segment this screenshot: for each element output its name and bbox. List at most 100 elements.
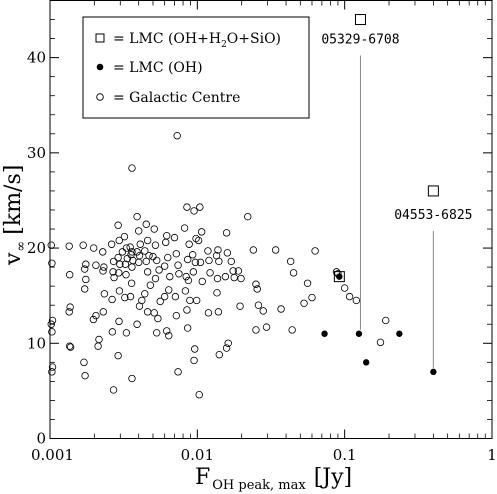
galactic-centre-point	[189, 268, 198, 276]
galactic-centre-point	[271, 246, 280, 254]
galactic-centre-point	[174, 261, 182, 269]
galactic-centre-point	[340, 284, 349, 292]
galactic-centre-point	[89, 315, 98, 324]
galactic-centre-point	[94, 342, 102, 350]
galactic-centre-point	[108, 328, 117, 336]
lmc-oh-point	[355, 330, 363, 337]
galactic-centre-point	[277, 305, 285, 313]
legend-label-lmc-oh-h2o-sio: = LMC (OH+H2O+SiO)	[113, 31, 281, 50]
galactic-centre-point	[120, 232, 129, 241]
galactic-centre-point	[186, 296, 194, 305]
plot-frame	[49, 0, 493, 439]
galactic-centre-point	[153, 329, 161, 337]
galactic-centre-point	[151, 241, 160, 249]
galactic-centre-point	[300, 299, 308, 307]
galactic-centre-point	[192, 296, 201, 305]
galactic-centre-point	[79, 241, 87, 249]
galactic-centre-point	[190, 207, 198, 215]
galactic-centre-point	[262, 323, 271, 331]
galactic-centre-point	[182, 272, 190, 281]
galactic-centre-point	[153, 256, 161, 265]
galactic-centre-point	[146, 281, 155, 289]
galactic-centre-point	[198, 277, 206, 286]
galactic-centre-point	[249, 246, 258, 254]
x-axis-label: F OH peak, max [Jy]	[195, 465, 352, 493]
galactic-centre-point	[170, 233, 179, 242]
legend-label-galactic-centre: = Galactic Centre	[113, 90, 240, 106]
galactic-centre-point	[66, 303, 74, 311]
galactic-centre-point	[48, 328, 56, 336]
galactic-centre-point	[150, 309, 158, 317]
galactic-centre-point	[224, 339, 232, 347]
galactic-centre-point	[172, 250, 181, 258]
galactic-centre-point	[155, 266, 163, 274]
galactic-centre-point	[82, 275, 90, 284]
galactic-centre-point	[48, 316, 57, 325]
galactic-centre-point	[165, 286, 173, 294]
galactic-centre-point	[289, 269, 298, 277]
galactic-centre-point	[183, 306, 191, 314]
galactic-centre-point	[194, 236, 203, 245]
galactic-centre-point	[126, 243, 134, 251]
galactic-centre-point	[214, 308, 223, 316]
galactic-centre-point	[141, 290, 149, 298]
y-axis-label: v∞ [km/s]	[1, 165, 29, 266]
galactic-centre-point	[352, 296, 361, 305]
galactic-centre-point	[149, 252, 157, 261]
y-axis-label-main: v	[1, 252, 26, 266]
legend-label-0-rest: O+SiO)	[227, 31, 281, 47]
galactic-centre-point	[128, 263, 136, 271]
galactic-centre-point	[99, 267, 107, 275]
galactic-centre-point	[81, 371, 89, 380]
galactic-centre-point	[164, 253, 172, 262]
x-tick-label: 1	[487, 446, 497, 464]
galactic-centre-point	[126, 292, 135, 301]
galactic-centre-point	[160, 262, 169, 270]
galactic-centre-point	[65, 242, 73, 250]
galactic-centre-point	[197, 228, 206, 236]
x-tick-label: 0.01	[181, 446, 214, 464]
galactic-centre-point	[215, 351, 224, 359]
galactic-centre-point	[109, 386, 118, 394]
galactic-centre-point	[114, 221, 122, 229]
galactic-centre-point	[142, 257, 150, 266]
galactic-centre-point	[222, 229, 231, 237]
galactic-centre-point	[99, 248, 107, 256]
galactic-centre-point	[151, 274, 160, 283]
galactic-centre-point	[183, 203, 191, 211]
galactic-centre-point	[128, 374, 136, 383]
y-tick-label: 0	[36, 430, 46, 448]
galactic-centre-point	[230, 273, 238, 282]
y-tick-label: 10	[27, 334, 46, 352]
legend-label-lmc-oh: = LMC (OH)	[113, 60, 203, 76]
lmc-oh-point	[321, 330, 328, 337]
galactic-centre-point	[259, 307, 267, 315]
axes-layer	[49, 0, 493, 439]
x-axis-label-unit: [Jy]	[314, 465, 352, 490]
galactic-centre-point	[47, 241, 55, 249]
galactic-centre-point	[136, 240, 144, 248]
galactic-centre-point	[166, 272, 174, 281]
galactic-centre-point	[163, 327, 171, 335]
galactic-centre-point	[204, 247, 212, 255]
legend-label-0-sub: 2	[221, 40, 227, 50]
galactic-centre-point	[99, 308, 107, 316]
legend-marker-open-square	[95, 33, 105, 43]
legend: = LMC (OH+H2O+SiO) = LMC (OH) = Galactic…	[82, 16, 310, 119]
galactic-centre-point	[65, 271, 74, 279]
galactic-centre-point	[303, 279, 312, 287]
galactic-centre-point	[108, 295, 116, 304]
galactic-centre-point	[382, 316, 390, 325]
galactic-centre-point	[82, 260, 90, 268]
galactic-centre-point	[171, 292, 180, 301]
lmc-oh-h2o-sio-point	[354, 14, 366, 26]
galactic-centre-point	[133, 248, 141, 256]
galactic-centre-point	[115, 236, 123, 245]
annotation-label-05329-6708: 05329-6708	[321, 33, 399, 48]
data-points-layer	[47, 14, 439, 399]
galactic-centre-point	[90, 244, 98, 252]
galactic-centre-point	[81, 265, 89, 273]
galactic-centre-point	[162, 238, 170, 247]
x-tick-label: 0.1	[333, 446, 357, 464]
